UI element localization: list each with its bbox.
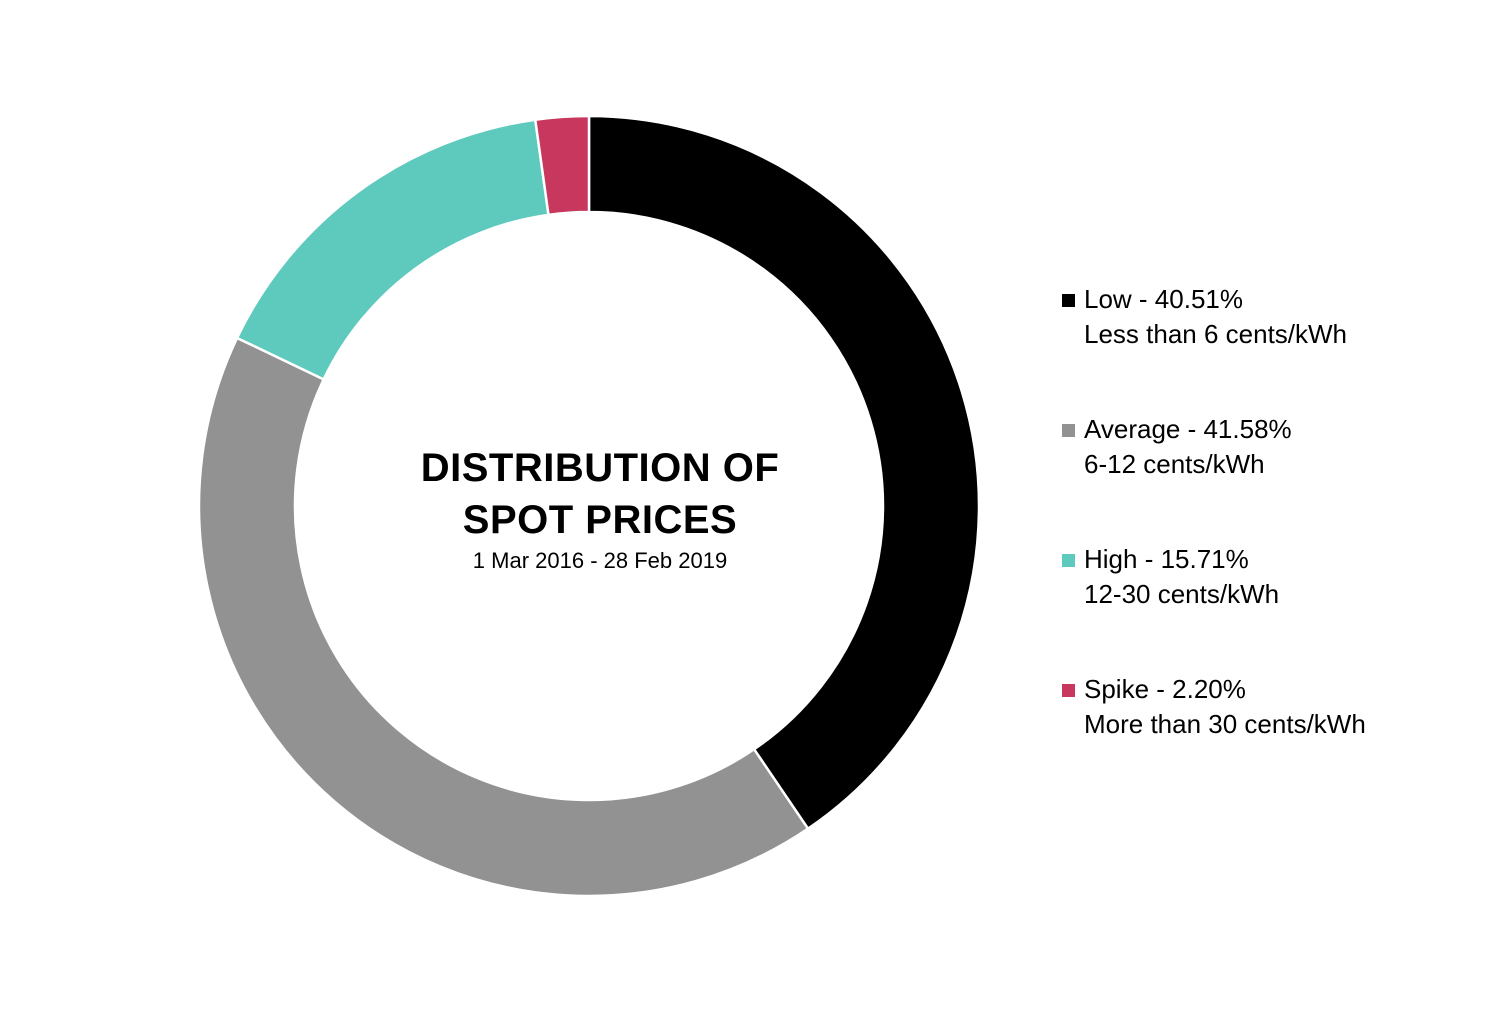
legend-label-spike: Spike - 2.20% xyxy=(1084,674,1246,704)
donut-slice-average xyxy=(197,336,810,898)
chart-title-line-2: SPOT PRICES xyxy=(462,498,738,542)
legend-item-spike: Spike - 2.20% More than 30 cents/kWh xyxy=(1062,672,1492,802)
legend: Low - 40.51% Less than 6 cents/kWh Avera… xyxy=(1062,282,1492,802)
legend-description-spike: More than 30 cents/kWh xyxy=(1084,709,1366,739)
legend-label-high: High - 15.71% xyxy=(1084,544,1249,574)
chart-subtitle: 1 Mar 2016 - 28 Feb 2019 xyxy=(472,548,728,573)
legend-swatch-low xyxy=(1062,294,1075,307)
legend-item-high: High - 15.71% 12-30 cents/kWh xyxy=(1062,542,1492,672)
legend-label-average: Average - 41.58% xyxy=(1084,414,1292,444)
legend-swatch-spike xyxy=(1062,684,1075,697)
legend-description-high: 12-30 cents/kWh xyxy=(1084,579,1280,609)
donut-slice-spike xyxy=(534,114,591,217)
donut-slice-high xyxy=(235,118,550,381)
donut-slice-low xyxy=(587,114,981,830)
legend-description-low: Less than 6 cents/kWh xyxy=(1084,319,1348,349)
legend-item-low: Low - 40.51% Less than 6 cents/kWh xyxy=(1062,282,1492,412)
legend-item-average: Average - 41.58% 6-12 cents/kWh xyxy=(1062,412,1492,542)
legend-swatch-high xyxy=(1062,554,1075,567)
legend-swatch-average xyxy=(1062,424,1075,437)
legend-label-low: Low - 40.51% xyxy=(1084,284,1243,314)
chart-title-line-1: DISTRIBUTION OF xyxy=(420,446,780,490)
legend-description-average: 6-12 cents/kWh xyxy=(1084,449,1265,479)
